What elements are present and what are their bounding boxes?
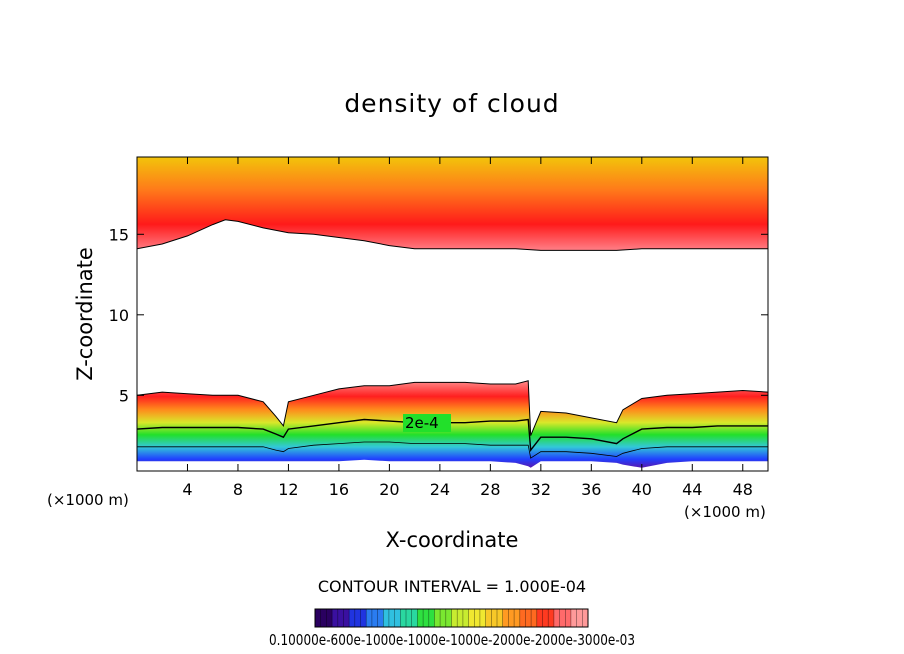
colorbar-segment bbox=[332, 609, 350, 627]
contour-interval-note: CONTOUR INTERVAL = 1.000E-04 bbox=[318, 577, 586, 596]
contour-line-upper-boundary bbox=[137, 219, 768, 251]
colorbar-segment bbox=[434, 609, 452, 627]
colorbar-segment bbox=[366, 609, 384, 627]
x-tick-label: 4 bbox=[182, 480, 192, 499]
x-tick-label: 28 bbox=[480, 480, 500, 499]
x-tick-label: 40 bbox=[632, 480, 652, 499]
x-tick-label: 12 bbox=[278, 480, 298, 499]
contour-label: 2e-4 bbox=[405, 414, 439, 432]
contour-line-2e-4 bbox=[137, 418, 768, 452]
colorbar-segment bbox=[468, 609, 487, 627]
x-tick-label: 20 bbox=[379, 480, 399, 499]
y-tick-label: 10 bbox=[109, 306, 129, 325]
colorbar-segment bbox=[536, 609, 555, 627]
colorbar-frame bbox=[314, 608, 589, 628]
x-tick-label: 48 bbox=[733, 480, 753, 499]
contour-label-background bbox=[403, 414, 451, 432]
x-tick-label: 32 bbox=[531, 480, 551, 499]
x-tick-label: 16 bbox=[329, 480, 349, 499]
x-unit-left: (×1000 m) bbox=[47, 491, 129, 509]
colorbar bbox=[314, 609, 589, 627]
x-tick-label: 24 bbox=[430, 480, 450, 499]
x-unit-right: (×1000 m) bbox=[684, 503, 766, 521]
y-tick-label: 5 bbox=[119, 386, 129, 405]
x-tick-label: 8 bbox=[233, 480, 243, 499]
plot-frame bbox=[136, 156, 769, 472]
y-tick-label: 15 bbox=[109, 225, 129, 244]
colorbar-segment bbox=[502, 609, 521, 627]
x-tick-label: 36 bbox=[581, 480, 601, 499]
upper-cloud-layer bbox=[137, 157, 768, 251]
y-axis-ticks: 5 10 15 bbox=[109, 225, 768, 405]
colorbar-segment bbox=[349, 609, 367, 627]
x-axis-title: X-coordinate bbox=[386, 528, 519, 552]
plot-area: 2e-4 bbox=[137, 157, 768, 468]
x-tick-label: 44 bbox=[682, 480, 702, 499]
y-axis-title: Z-coordinate bbox=[73, 247, 97, 381]
contour-line-1e-4 bbox=[137, 441, 768, 459]
colorbar-segment bbox=[519, 609, 538, 627]
colorbar-segment bbox=[417, 609, 435, 627]
lower-cloud-layer bbox=[137, 380, 768, 468]
colorbar-segment bbox=[485, 609, 504, 627]
colorbar-segment bbox=[400, 609, 418, 627]
colorbar-segment bbox=[570, 609, 589, 627]
colorbar-labels: 0.10000e-600e-1000e-1000e-1000e-2000e-20… bbox=[269, 631, 635, 649]
colorbar-segment bbox=[315, 609, 333, 627]
colorbar-segment bbox=[553, 609, 572, 627]
x-axis-ticks: 4 8 12 16 20 24 28 32 36 40 44 48 bbox=[182, 157, 753, 499]
contour-line-outer bbox=[137, 380, 768, 436]
chart-title: density of cloud bbox=[344, 89, 559, 118]
colorbar-segment bbox=[383, 609, 401, 627]
colorbar-segment bbox=[451, 609, 470, 627]
